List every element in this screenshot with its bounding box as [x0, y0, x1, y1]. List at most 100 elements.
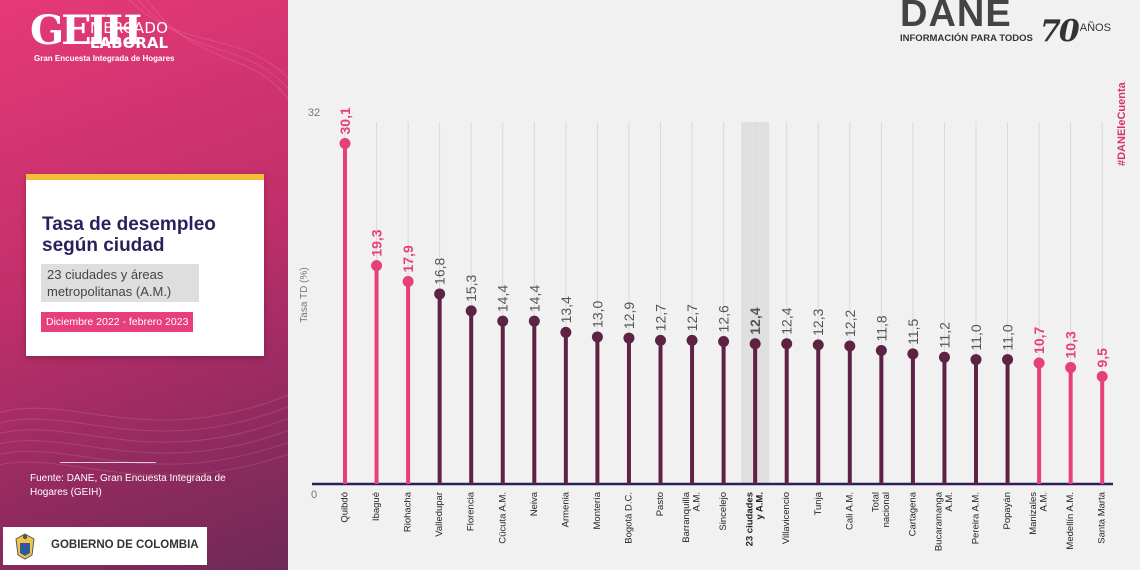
data-label: 11,0: [968, 324, 984, 350]
data-label: 12,3: [810, 308, 826, 335]
category-label: Santa Marta: [1097, 491, 1108, 543]
anniversary-word: AÑOS: [1079, 22, 1111, 34]
data-label: 10,3: [1063, 331, 1079, 358]
lollipop-point: [339, 137, 351, 149]
data-label: 30,1: [337, 107, 353, 134]
category-label: Popayán: [1002, 492, 1013, 530]
category-label-line: Total: [871, 492, 882, 512]
category-label: Cartagena: [907, 491, 918, 536]
lollipop-point: [686, 334, 698, 346]
data-label: 14,4: [495, 285, 511, 312]
lollipop-point: [402, 276, 414, 288]
category-label: Quibdó: [340, 492, 351, 523]
category-label-line: Barranquilla: [681, 491, 692, 542]
category-label: Bogotá D.C.: [623, 492, 634, 544]
logo-mercado: MERCADO: [90, 19, 169, 37]
data-label: 10,7: [1031, 326, 1047, 353]
source-divider: [60, 462, 156, 463]
anniversary-number: 70: [1040, 14, 1080, 49]
category-label-line: Bucaramanga: [934, 491, 945, 551]
hashtag-label: #DANEleCuenta: [1116, 82, 1128, 166]
lollipop-point: [623, 332, 635, 344]
lollipop-point: [812, 339, 824, 351]
lollipop-point: [844, 340, 856, 352]
government-label: GOBIERNO DE COLOMBIA: [51, 539, 199, 551]
category-label: Cúcuta A.M.: [497, 492, 508, 544]
lollipop-point: [528, 315, 540, 327]
data-label: 12,9: [621, 302, 637, 329]
lollipop-point: [655, 334, 666, 346]
lollipop-point: [497, 315, 509, 327]
category-label-line: A.M.: [944, 492, 955, 512]
source-note: Fuente: DANE, Gran Encuesta Integrada de…: [30, 473, 226, 498]
category-label: Pereira A.M.: [971, 492, 982, 544]
category-label: 23 ciudadesy A.M.: [744, 492, 765, 546]
data-label: 12,6: [716, 305, 732, 332]
geih-wordmark: GEIH: [30, 7, 142, 54]
category-label-line: y A.M.: [755, 492, 766, 520]
data-label: 12,4: [779, 307, 795, 334]
y-tick-label: 32: [308, 107, 320, 119]
lollipop-point: [560, 326, 572, 338]
lollipop-point: [781, 338, 793, 350]
category-label: Armenia: [560, 491, 571, 527]
lollipop-point: [907, 348, 919, 360]
category-label: Florencia: [466, 491, 477, 531]
lollipop-point: [434, 288, 446, 300]
decorative-waves: [0, 0, 288, 476]
data-label: 16,8: [432, 257, 448, 284]
data-label: 11,0: [1000, 324, 1016, 350]
category-label-line: A.M.: [1039, 492, 1050, 512]
logo-subtitle: Gran Encuesta Integrada de Hogares: [34, 54, 175, 63]
anniversary-logo: 70 AÑOS: [1040, 14, 1111, 49]
lollipop-point: [1065, 361, 1077, 373]
lollipop-point: [970, 354, 982, 366]
category-label: BucaramangaA.M.: [934, 491, 955, 551]
data-label: 17,9: [400, 245, 416, 272]
category-label: Ibagué: [371, 492, 382, 521]
data-label: 11,5: [905, 318, 921, 344]
chart-subtitle: 23 ciudades y áreas metropolitanas (A.M.…: [41, 264, 199, 302]
lollipop-point: [1096, 371, 1108, 383]
y-tick-label: 0: [311, 489, 317, 501]
data-label: 12,7: [684, 304, 700, 331]
data-label: 13,0: [589, 300, 605, 327]
lollipop-chart: 0 32 Tasa TD (%) 30,1 Quibdó 19,3 Ibagué 17,9 Ri…: [299, 107, 1113, 551]
chart-title: Tasa de desempleo según ciudad: [42, 214, 216, 256]
category-label: Villavicencio: [781, 492, 792, 544]
category-label: Medellín A.M.: [1065, 492, 1076, 550]
lollipop-point: [749, 338, 761, 350]
data-label: 9,5: [1094, 348, 1110, 368]
data-label: 14,4: [526, 285, 542, 312]
category-label: Montería: [592, 491, 603, 529]
data-label: 15,3: [463, 274, 479, 301]
category-label: BarranquillaA.M.: [681, 491, 702, 542]
lollipop-point: [938, 351, 950, 363]
data-label: 12,7: [653, 304, 669, 331]
lollipop-point: [1033, 357, 1045, 369]
data-label: 12,2: [842, 310, 858, 337]
category-label: ManizalesA.M.: [1028, 492, 1049, 535]
category-label: Pasto: [655, 492, 666, 516]
data-label: 12,4: [747, 307, 763, 334]
data-label: 11,8: [873, 315, 889, 341]
coat-of-arms-icon: [15, 533, 35, 560]
data-label: 13,4: [558, 296, 574, 323]
data-label: 11,2: [936, 322, 952, 348]
y-axis-label: Tasa TD (%): [299, 267, 310, 322]
category-label: Tunja: [813, 491, 824, 515]
category-label-line: nacional: [881, 492, 892, 527]
lollipop-point: [718, 335, 730, 347]
category-label: Valledupar: [434, 492, 445, 537]
category-label-line: A.M.: [692, 492, 703, 512]
category-label: Neiva: [529, 491, 540, 516]
category-label-line: 23 ciudades: [744, 492, 755, 546]
category-label: Riohacha: [403, 491, 414, 532]
data-label: 19,3: [369, 229, 385, 256]
category-label: Sincelejo: [718, 492, 729, 531]
dane-tagline: INFORMACIÓN PARA TODOS: [900, 33, 1033, 44]
category-label: Totalnacional: [871, 492, 892, 527]
category-label-line: Manizales: [1028, 492, 1039, 535]
lollipop-point: [465, 305, 477, 317]
category-label: Cali A.M.: [844, 492, 855, 530]
